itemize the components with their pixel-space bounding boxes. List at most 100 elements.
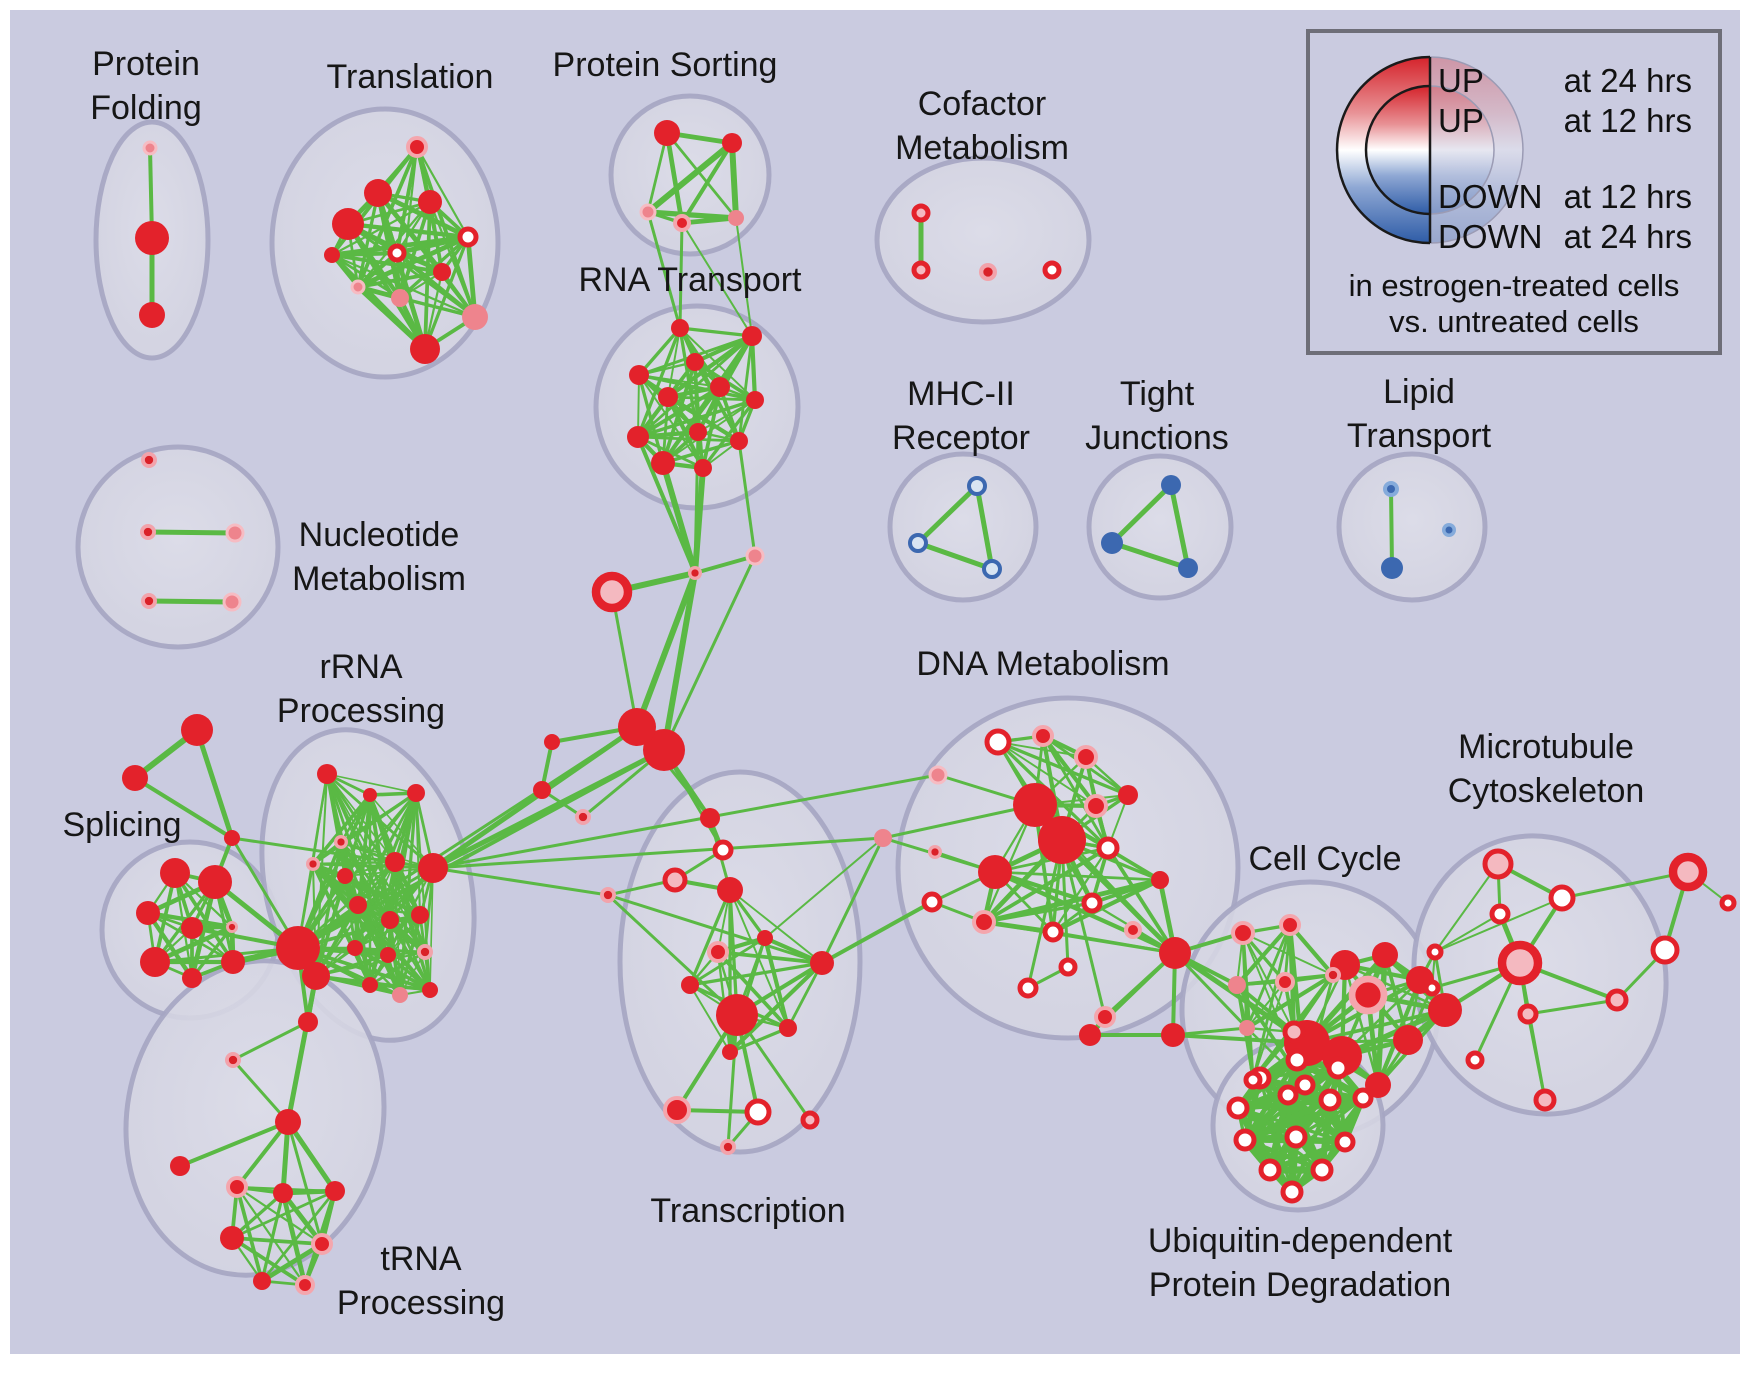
node-ch5-core — [578, 812, 588, 822]
network-layer: Protein Folding Translation Protein Sorting… — [62, 45, 1737, 1322]
node-tx1 — [700, 808, 720, 828]
node-tn10 — [253, 1272, 271, 1290]
node-tx7 — [707, 941, 729, 963]
node-mt5 — [1426, 943, 1444, 961]
node-tr12 — [324, 247, 340, 263]
node-rr16-core — [420, 947, 430, 957]
node-ub11 — [1258, 1158, 1282, 1182]
node-tr5 — [457, 226, 479, 248]
node-cc6 — [1239, 1020, 1255, 1036]
node-nm4-core — [144, 596, 154, 606]
node-cc14 — [1428, 993, 1462, 1027]
node-tn1 — [298, 1012, 318, 1032]
node-rr2 — [276, 926, 320, 970]
node-dm21 — [1058, 957, 1078, 977]
legend-caption-line2: vs. untreated cells — [1389, 304, 1639, 339]
cluster-ellipse-tight-junctions — [1086, 453, 1234, 601]
node-mt7 — [1605, 988, 1629, 1012]
node-tr8 — [350, 279, 366, 295]
cluster-labels: Protein Folding Translation Protein Sorting… — [62, 45, 1644, 1322]
node-tx8 — [681, 976, 699, 994]
legend-up-12-label: UP — [1438, 102, 1484, 139]
node-mt6 — [1423, 979, 1441, 997]
node-dm17 — [1151, 871, 1169, 889]
node-rt4 — [629, 365, 649, 385]
legend-box — [1306, 29, 1722, 355]
node-ub4 — [1226, 1096, 1250, 1120]
cluster-label-trna-processing-line2: Processing — [337, 1284, 505, 1322]
node-dm6 — [1084, 794, 1108, 818]
node-tr6 — [387, 243, 407, 263]
node-cc15 — [1393, 1025, 1423, 1055]
node-mt12 — [1650, 935, 1680, 965]
node-rr6 — [407, 784, 425, 802]
node-tx9 — [810, 951, 834, 975]
node-ps1 — [654, 120, 680, 146]
legend: UP at 24 hrs UP at 12 hrs DOWN at 12 hrs… — [1306, 29, 1722, 355]
node-pf2 — [135, 221, 169, 255]
legend-down-12-time: at 12 hrs — [1564, 178, 1692, 215]
node-cc11 — [1372, 942, 1398, 968]
node-tr7 — [433, 263, 451, 281]
node-dm16 — [1081, 892, 1103, 914]
node-sp6 — [140, 947, 170, 977]
node-ps2 — [722, 133, 742, 153]
node-pf1 — [142, 140, 158, 156]
node-rr15 — [380, 947, 396, 963]
cluster-ellipse-cofactor-metabolism — [874, 155, 1092, 325]
cluster-label-cofactor-metabolism-line1: Cofactor — [918, 85, 1047, 123]
node-rr4 — [317, 764, 337, 784]
node-ps5 — [728, 210, 744, 226]
node-dm3 — [1074, 745, 1098, 769]
node-rr1 — [418, 853, 448, 883]
node-st1 — [181, 714, 213, 746]
node-tx2 — [712, 839, 734, 861]
node-tr9 — [391, 289, 409, 307]
node-rt5 — [658, 387, 678, 407]
node-ub5 — [1277, 1084, 1299, 1106]
cluster-label-protein-folding-line2: Folding — [90, 89, 202, 127]
node-rr5 — [363, 788, 377, 802]
cluster-label-trna-processing-line1: tRNA — [380, 1240, 462, 1278]
cluster-label-translation: Translation — [327, 58, 494, 96]
node-bn3 — [591, 571, 633, 613]
node-ch3 — [544, 734, 560, 750]
node-rr9 — [337, 868, 353, 884]
node-mt8 — [1517, 1003, 1539, 1025]
node-lp2 — [1381, 557, 1403, 579]
node-cc8 — [1243, 1070, 1263, 1090]
node-dm22 — [1124, 921, 1142, 939]
cluster-label-mhc-ii-receptor-line2: Receptor — [892, 419, 1030, 457]
node-bn2 — [745, 546, 765, 566]
cluster-ellipse-lipid-transport — [1336, 451, 1488, 603]
node-dm8 — [874, 829, 892, 847]
node-st3 — [224, 830, 240, 846]
legend-up-24-time: at 24 hrs — [1564, 62, 1692, 99]
node-dm2 — [1032, 725, 1054, 747]
node-dm10 — [1038, 816, 1086, 864]
node-rt6 — [710, 377, 730, 397]
node-dm15 — [1042, 921, 1064, 943]
node-dm18 — [1159, 937, 1191, 969]
node-ub9 — [1284, 1125, 1308, 1149]
node-tj3 — [1178, 558, 1198, 578]
node-rr19 — [422, 982, 438, 998]
node-tr11 — [410, 334, 440, 364]
legend-inner-left — [1366, 86, 1430, 214]
node-dm7-core — [931, 848, 939, 856]
node-cc5-core — [1328, 970, 1338, 980]
node-cf3-core — [983, 267, 993, 277]
node-ps4 — [673, 214, 691, 232]
node-ub10 — [1334, 1131, 1356, 1153]
cluster-label-rrna-processing-line2: Processing — [277, 692, 445, 730]
cluster-label-tight-junctions-line1: Tight — [1120, 375, 1195, 413]
node-tx4-core — [603, 890, 613, 900]
node-dm9 — [1013, 783, 1057, 827]
node-mt13 — [1719, 894, 1737, 912]
node-lp3-core — [1445, 526, 1453, 534]
node-cc18 — [1365, 1072, 1391, 1098]
node-tr2 — [364, 179, 392, 207]
node-rt11 — [651, 451, 675, 475]
